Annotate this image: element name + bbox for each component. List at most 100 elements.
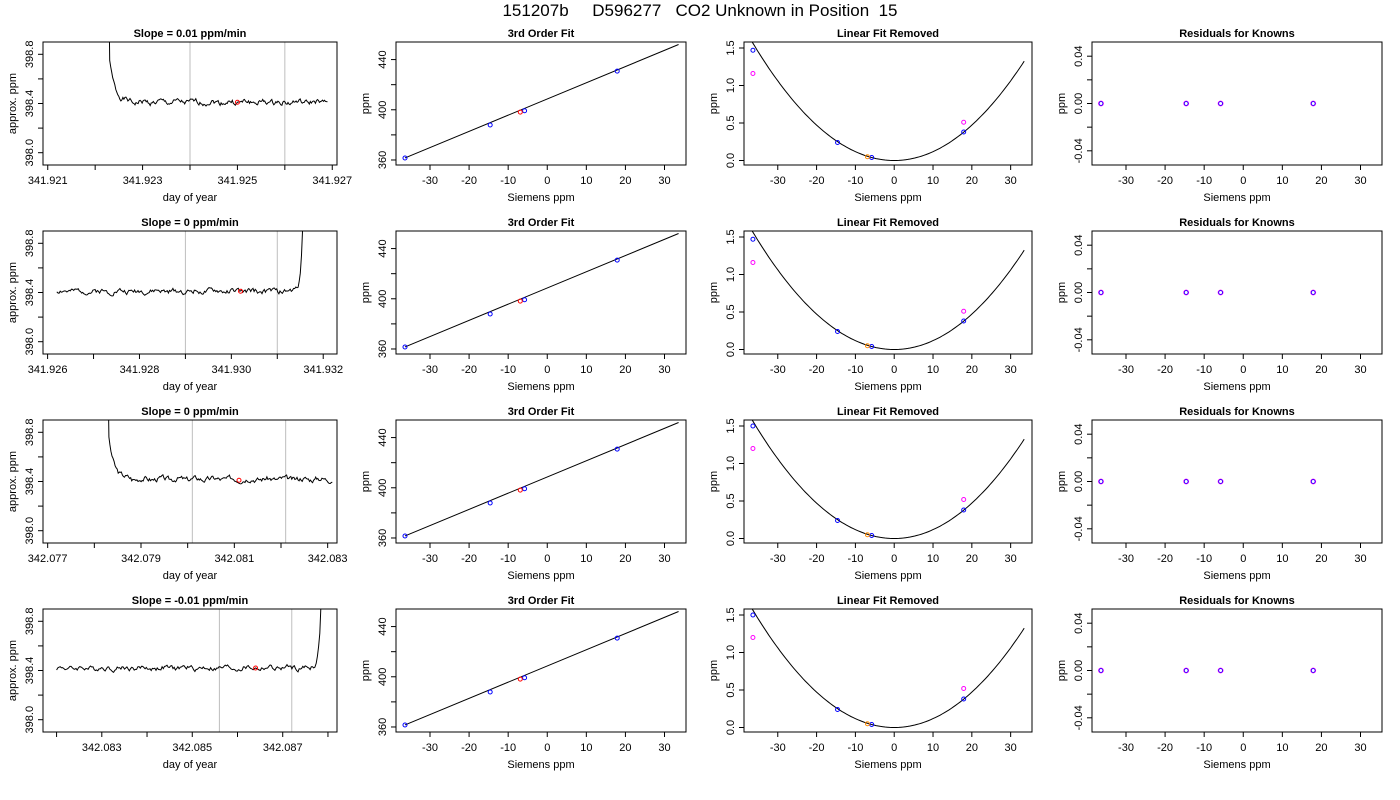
x-tick-label: 20 — [966, 364, 978, 376]
x-tick-label: 342.083 — [308, 553, 348, 565]
y-tick-label: 440 — [377, 617, 389, 635]
panel-resid-row-2: Linear Fit Removed -30 -20 -10 0 10 20 30 Siemen… — [708, 217, 1033, 393]
known-point — [487, 689, 493, 695]
known-point — [835, 140, 841, 145]
y-tick-label: 1.5 — [725, 40, 737, 55]
x-tick-label: -20 — [809, 742, 825, 754]
panel-title: Residuals for Knowns — [1179, 217, 1295, 229]
x-axis-label: day of year — [163, 381, 218, 393]
y-tick-label: 398.0 — [24, 139, 36, 167]
known-point — [1218, 668, 1224, 673]
x-tick-label: 30 — [658, 175, 670, 187]
x-axis-label: Siemens ppm — [507, 381, 574, 393]
panel-resid-row-3: Linear Fit Removed -30 -20 -10 0 10 20 30 Siemen… — [708, 406, 1033, 582]
plot-frame — [1091, 41, 1383, 166]
x-tick-label: 20 — [966, 175, 978, 187]
panel-known-row-2: Residuals for Knowns -30 -20 -10 0 10 20 30 Siem… — [1056, 217, 1383, 393]
y-tick-label: 400 — [377, 101, 389, 119]
plot-area — [750, 420, 1025, 539]
y-tick-label: 398.0 — [24, 706, 36, 734]
magenta-point — [1183, 289, 1190, 296]
panel-fit-row-2: 3rd Order Fit -30 -20 -10 0 10 20 30 Siemens ppm… — [360, 217, 687, 393]
x-tick-label: 0 — [891, 553, 897, 565]
x-tick-label: -10 — [500, 364, 516, 376]
x-tick-label: -20 — [461, 364, 477, 376]
panel-time-series-row-1: Slope = 0.01 ppm/min 341.921 341.923 341.92… — [7, 28, 352, 204]
y-tick-label: 398.8 — [24, 230, 36, 258]
y-axis-label: ppm — [708, 282, 720, 303]
panel-title: Residuals for Knowns — [1179, 28, 1295, 40]
x-tick-label: 20 — [1315, 364, 1327, 376]
x-tick-label: 10 — [580, 175, 592, 187]
y-tick-label: 1.0 — [725, 267, 737, 282]
plot-area — [750, 231, 1025, 350]
y-tick-label: 360 — [377, 718, 389, 736]
x-tick-label: 30 — [658, 742, 670, 754]
x-tick-label: -30 — [422, 175, 438, 187]
x-axis-label: day of year — [163, 192, 218, 204]
plot-frame — [42, 608, 338, 733]
y-tick-label: -0.04 — [1073, 327, 1085, 352]
x-tick-label: 341.930 — [211, 364, 251, 376]
x-tick-label: 10 — [1276, 175, 1288, 187]
x-axis-label: Siemens ppm — [507, 192, 574, 204]
x-tick-label: -30 — [422, 553, 438, 565]
x-tick-label: -20 — [1157, 553, 1173, 565]
plot-area — [402, 611, 679, 728]
x-tick-label: -10 — [1196, 364, 1212, 376]
magenta-point — [961, 497, 967, 502]
x-tick-label: 20 — [1315, 175, 1327, 187]
x-tick-label: 0 — [544, 175, 550, 187]
known-point — [835, 707, 841, 712]
plot-area — [108, 420, 333, 543]
plot-frame — [395, 419, 687, 544]
magenta-point — [961, 119, 967, 125]
x-tick-label: 341.928 — [120, 364, 160, 376]
plot-area — [750, 609, 1025, 728]
known-point — [487, 122, 493, 128]
x-tick-label: 30 — [1354, 364, 1366, 376]
magenta-point — [1098, 478, 1104, 485]
plot-area — [108, 42, 328, 165]
known-point — [487, 311, 493, 317]
panel-title: Linear Fit Removed — [837, 217, 939, 229]
x-tick-label: -20 — [809, 553, 825, 565]
x-tick-label: 341.921 — [28, 175, 68, 187]
plot-area — [1098, 289, 1317, 296]
x-tick-label: 30 — [658, 553, 670, 565]
plot-area — [1098, 478, 1317, 485]
known-point — [1183, 290, 1189, 295]
x-tick-label: -10 — [1196, 553, 1212, 565]
x-tick-label: 0 — [891, 175, 897, 187]
known-point — [1218, 479, 1224, 484]
known-point — [614, 68, 620, 74]
x-tick-label: 10 — [1276, 553, 1288, 565]
y-tick-label: 360 — [377, 151, 389, 169]
x-tick-label: 10 — [927, 364, 939, 376]
known-point — [750, 423, 756, 429]
y-tick-label: 0.00 — [1073, 282, 1085, 303]
known-point — [1098, 290, 1104, 295]
fit-line — [404, 233, 679, 348]
x-tick-label: 0 — [891, 364, 897, 376]
plot-frame — [1091, 419, 1383, 544]
x-tick-label: -20 — [1157, 175, 1173, 187]
fit-line — [404, 422, 679, 537]
y-tick-label: 0.04 — [1073, 423, 1085, 444]
y-tick-label: 0.5 — [725, 493, 737, 508]
plot-frame — [395, 230, 687, 355]
x-tick-label: 0 — [1240, 742, 1246, 754]
y-tick-label: -0.04 — [1073, 705, 1085, 730]
fit-curve — [751, 609, 1025, 728]
known-point — [750, 236, 756, 242]
known-point — [522, 486, 528, 492]
x-tick-label: -20 — [809, 364, 825, 376]
unknown-point — [864, 343, 870, 349]
unknown-point — [234, 99, 240, 105]
known-point — [522, 108, 528, 114]
x-tick-label: 10 — [580, 364, 592, 376]
known-point — [402, 155, 408, 161]
unknown-point — [517, 298, 523, 304]
panel-title: Slope = 0 ppm/min — [141, 406, 239, 418]
known-point — [402, 344, 408, 350]
